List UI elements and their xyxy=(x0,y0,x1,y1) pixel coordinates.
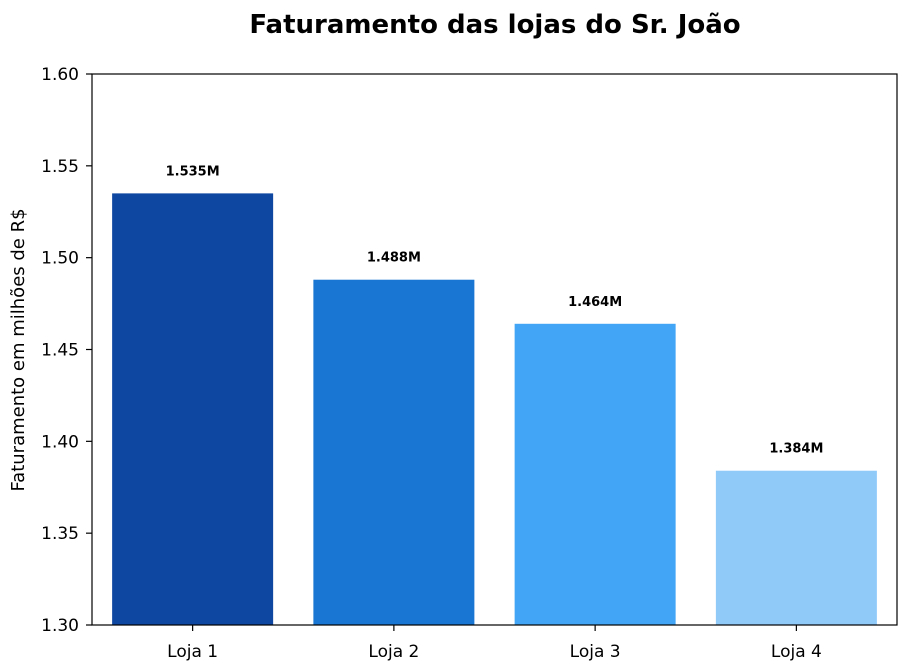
x-tick-label-4: Loja 4 xyxy=(771,642,822,662)
x-tick-label-3: Loja 3 xyxy=(570,642,621,662)
bar-2 xyxy=(313,279,475,625)
y-tick-label-5: 1.50 xyxy=(41,249,79,269)
bar-1 xyxy=(112,193,274,625)
bar-4 xyxy=(715,470,877,625)
x-ticks-group: Loja 1 Loja 2 Loja 3 Loja 4 xyxy=(167,625,822,662)
plot-frame xyxy=(91,73,898,626)
y-ticks-group: 1.30 1.35 1.40 1.45 1.50 1.55 1.60 xyxy=(41,65,92,636)
y-tick-label-4: 1.45 xyxy=(41,341,79,361)
bar-3 xyxy=(514,323,676,625)
chart-title: Faturamento das lojas do Sr. João xyxy=(249,10,740,40)
data-labels-group: 1.535M 1.488M 1.464M 1.384M xyxy=(166,164,824,456)
y-tick-label-7: 1.60 xyxy=(41,65,79,85)
y-tick-label-3: 1.40 xyxy=(41,432,79,452)
y-tick-label-1: 1.30 xyxy=(41,616,79,636)
bars-group xyxy=(112,193,877,625)
data-label-1: 1.535M xyxy=(166,164,220,179)
y-tick-label-6: 1.55 xyxy=(41,157,79,177)
x-tick-label-2: Loja 2 xyxy=(368,642,419,662)
data-label-3: 1.464M xyxy=(568,295,622,310)
y-tick-label-2: 1.35 xyxy=(41,524,79,544)
data-label-2: 1.488M xyxy=(367,251,421,266)
x-tick-label-1: Loja 1 xyxy=(167,642,218,662)
y-axis-label: Faturamento em milhões de R$ xyxy=(8,208,29,491)
data-label-4: 1.384M xyxy=(769,442,823,457)
